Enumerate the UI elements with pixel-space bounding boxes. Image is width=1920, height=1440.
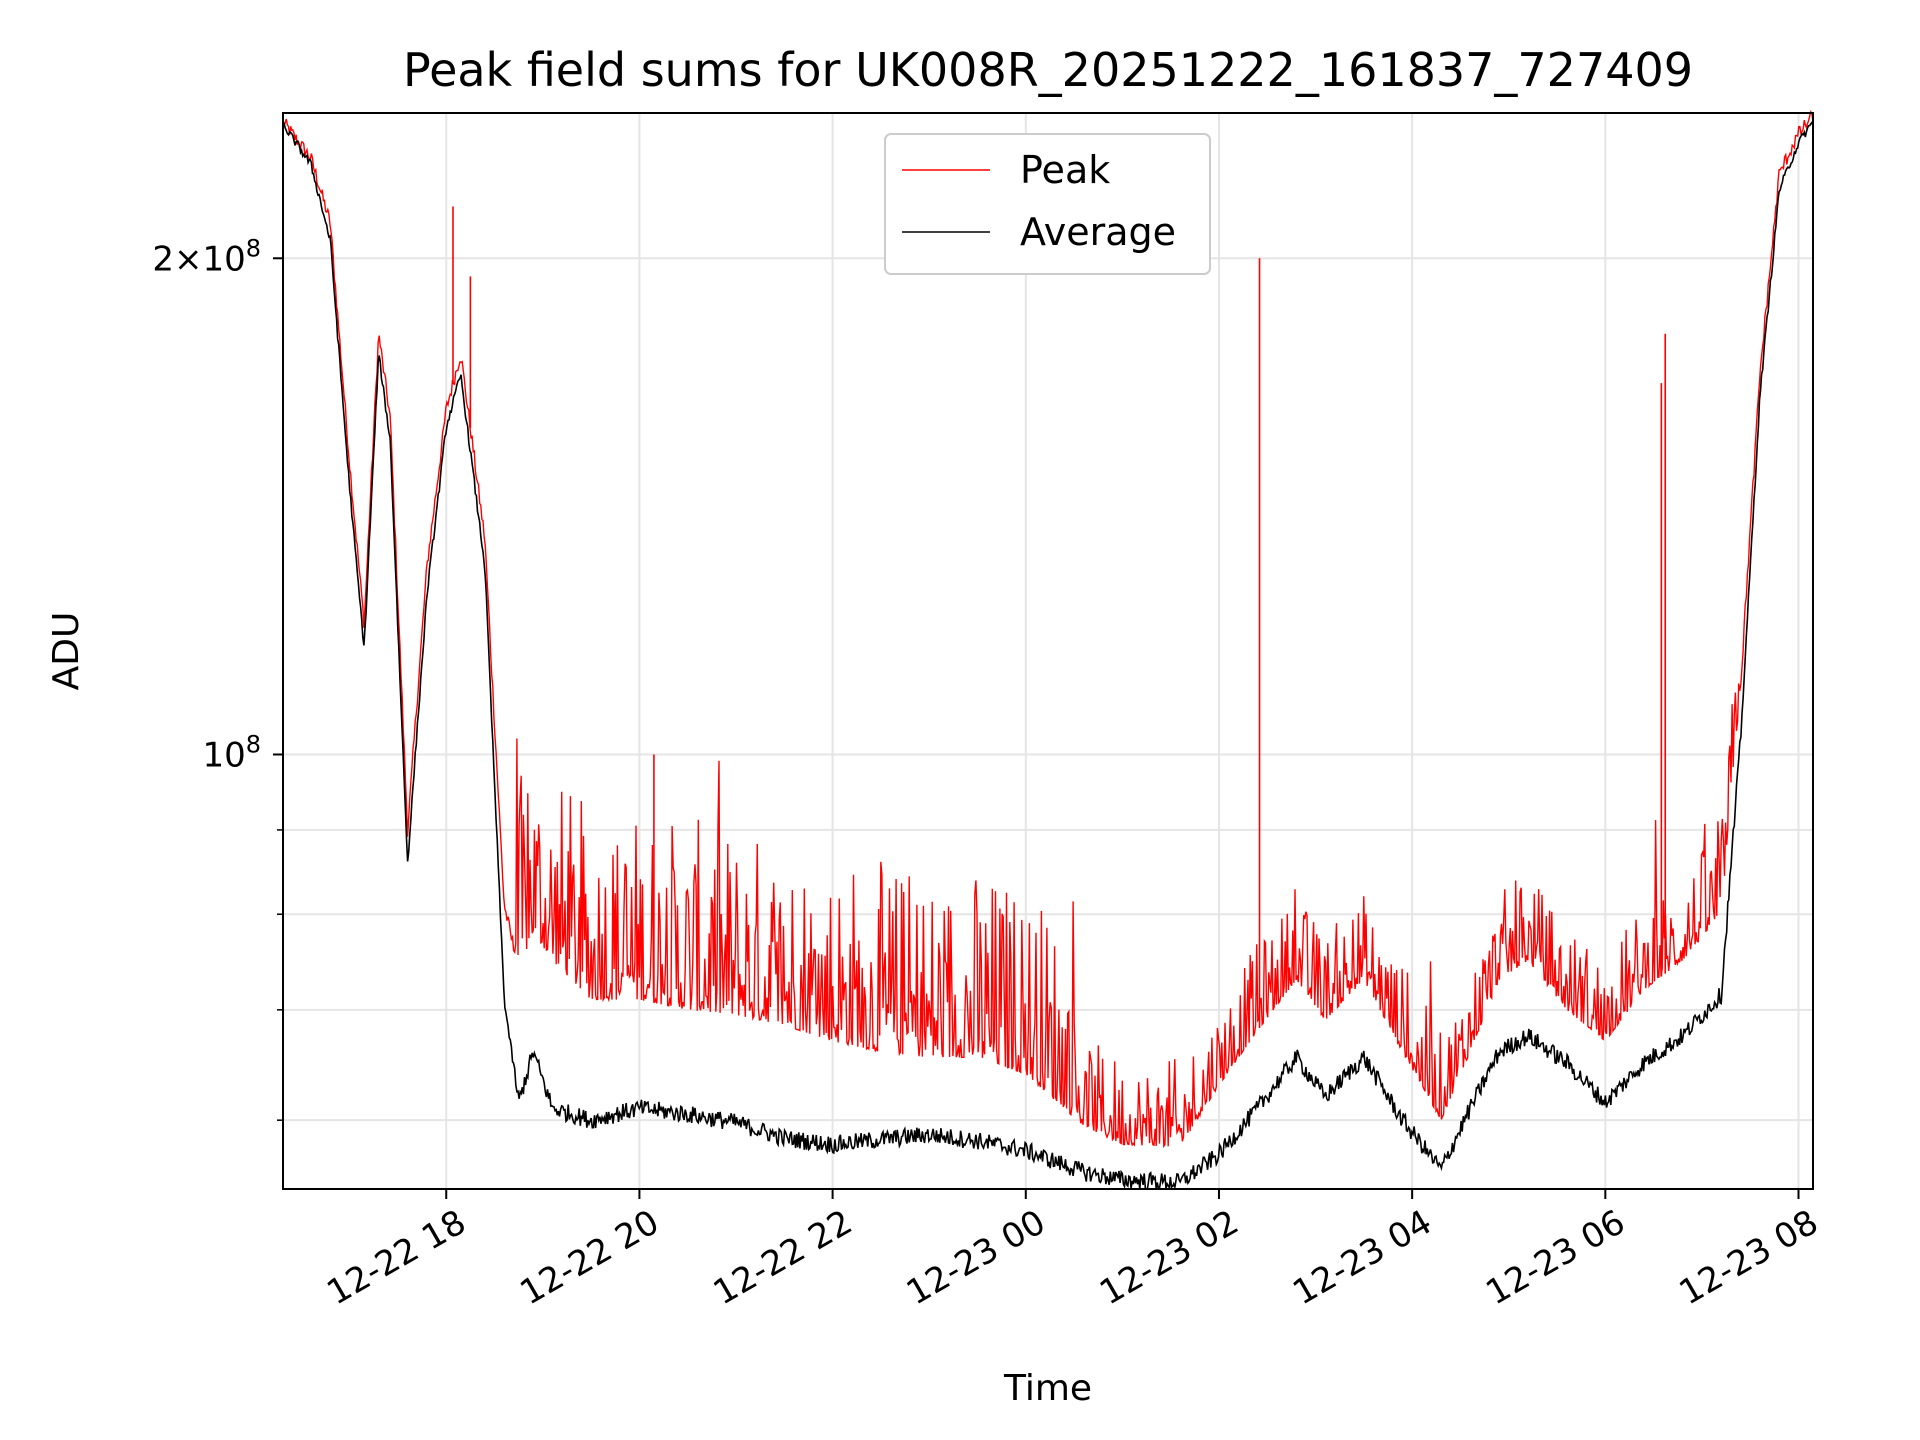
legend-box (884, 133, 1211, 275)
legend-label-average: Average (1020, 210, 1176, 254)
plot-area (282, 109, 1814, 1191)
plot-frame (282, 112, 1814, 1190)
peak-series-line (282, 109, 1814, 1149)
legend: Peak Average (884, 133, 1211, 275)
y-tick-label: 108 (202, 730, 261, 775)
legend-label-peak: Peak (1020, 148, 1110, 192)
average-series-line (282, 120, 1814, 1191)
series-layer (282, 109, 1814, 1191)
y-tick-label-exp: 8 (246, 234, 261, 262)
y-tick-label-base: 10 (202, 735, 245, 775)
y-axis-label: ADU (46, 612, 87, 691)
chart-title: Peak field sums for UK008R_20251222_1618… (403, 43, 1693, 97)
y-tick-label-times: × (174, 239, 203, 279)
y-tick-label-mantissa: 2 (152, 239, 174, 279)
x-axis-label: Time (1003, 1368, 1092, 1409)
y-tick-label: 2×108 (152, 234, 261, 279)
y-tick-label-exp: 8 (246, 730, 261, 758)
y-tick-label-base: 10 (202, 239, 245, 279)
